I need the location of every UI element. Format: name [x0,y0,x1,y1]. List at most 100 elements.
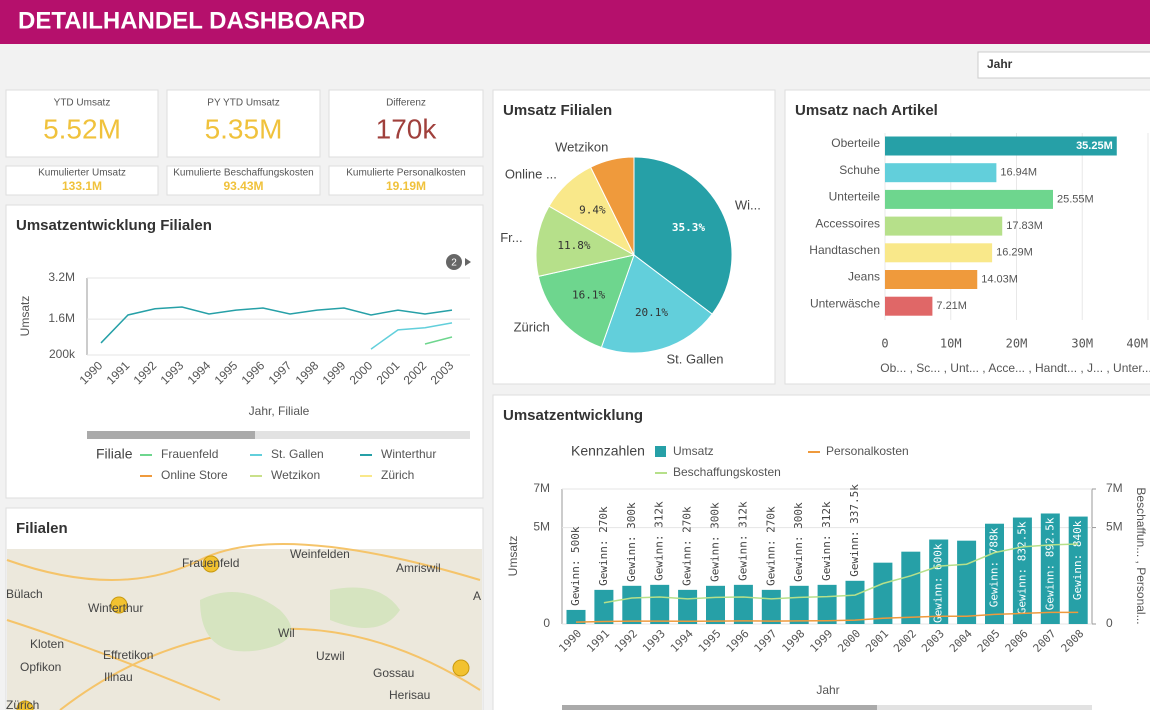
map-marker[interactable] [202,555,220,573]
legend-title: Filiale [96,446,133,462]
bar [929,539,949,624]
bar [885,296,933,316]
kpi-small-label: Kumulierte Personalkosten [346,168,466,179]
series-line [370,322,453,350]
map-place-label: Bülach [6,587,43,601]
legend-label: Umsatz [673,444,714,458]
y-tick-label: Oberteile [831,136,880,150]
map-forest [200,587,400,652]
y-tick-label: Unterwäsche [810,296,880,310]
bar-annotation: Gewinn: 500k [569,526,582,606]
x-axis-label: Jahr [816,683,839,697]
legend-label: Winterthur [381,447,436,461]
legend-label: Zürich [381,468,414,482]
legend-label: Online Store [161,468,228,482]
map-place-label: Winterthur [88,601,143,615]
legend-label: Personalkosten [826,444,909,458]
kpi-value: 170k [376,113,438,144]
kpi-label: Differenz [386,98,426,109]
bar-panel [784,89,1150,385]
slice-label: Wi... [735,198,761,213]
map-place-label: Amriswil [396,561,441,575]
legend-label: Beschaffungskosten [673,465,781,479]
slice-value-label: 35.3% [672,221,705,234]
x-axis-label: Ob... , Sc... , Unt... , Acce... , Handt… [880,361,1150,375]
bar [885,216,1003,236]
bar [1012,517,1032,624]
slice-label: Wetzikon [555,140,608,155]
slice-value-label: 11.8% [557,239,590,252]
slice-value-label: 20.1% [635,306,668,319]
scrollbar-track[interactable] [87,431,470,439]
scrollbar-thumb[interactable] [562,705,877,710]
bar [1040,513,1060,624]
map-place-label: Weinfelden [290,547,350,561]
bar-value-label: 14.03M [981,273,1018,285]
legend-title: Kennzahlen [571,443,645,459]
filter-label[interactable]: Jahr [987,57,1013,71]
bar [845,580,865,624]
bar [733,584,753,624]
map-marker[interactable] [110,596,128,614]
y-tick-label: Schuhe [839,163,880,177]
bar [622,585,642,624]
bar-value-label: 16.94M [1000,167,1037,179]
bar [594,589,614,624]
map-marker[interactable] [16,700,34,710]
scrollbar-thumb[interactable] [87,431,255,439]
kpi-small-value: 93.43M [223,179,263,193]
header-bar [0,0,1150,44]
map-marker[interactable] [452,659,470,677]
bar-annotation: Gewinn: 832.5k [1015,521,1028,614]
bar-annotation: Gewinn: 337.5k [848,484,861,577]
bar-annotation: Gewinn: 600k [932,543,945,623]
bar-value-label: 35.25M [1076,140,1113,152]
kpi-small-card [5,165,159,196]
badge-text: 2 [451,258,457,269]
bar-annotation: Gewinn: 300k [625,502,638,582]
legend-label: St. Gallen [271,447,324,461]
bar [817,584,837,624]
series-line [603,543,1079,604]
map-title: Filialen [16,520,68,537]
slice-label: Fr... [500,230,522,245]
map-place-label: Wil [278,626,295,640]
chart-title: Umsatz nach Artikel [795,102,938,119]
bar-annotation: Gewinn: 300k [792,502,805,582]
legend-label: Wetzikon [271,468,320,482]
map-place-label: Effretikon [103,648,153,662]
badge-arrow [465,258,471,266]
kpi-small-label: Kumulierte Beschaffungskosten [173,168,313,179]
bar-annotation: Gewinn: 300k [709,502,722,582]
map-place-label: Illnau [104,670,133,684]
map-place-label: Gossau [373,666,414,680]
bar [873,562,893,624]
bar [901,551,921,624]
y-tick-label: Handtaschen [809,243,880,257]
y-tick-label: Unterteile [829,190,881,204]
y2-axis-label: Beschaffun... , Personal... [1134,487,1148,624]
chart-title: Umsatz Filialen [503,102,612,119]
map-place-label: Herisau [389,688,430,702]
bar [885,163,997,183]
y-tick-label: 7M [533,481,550,495]
map-place-label: Zürich [6,698,39,710]
bar-annotation: Gewinn: 312k [736,501,749,581]
bar [650,584,670,624]
pie-slice [535,205,636,277]
x-tick-label: 0 [881,337,888,351]
bar [566,609,586,624]
bar-value-label: 25.55M [1057,193,1094,205]
y-axis-label: Umsatz [506,536,520,577]
bar-annotation: Gewinn: 892.5k [1043,517,1056,610]
line-panel [5,204,484,499]
bar-annotation: Gewinn: 840k [1071,520,1084,600]
bar [706,585,725,624]
year-filter[interactable] [977,51,1150,79]
kpi-small-card [328,165,484,196]
header-title: DETAILHANDEL DASHBOARD [18,7,365,34]
series-line [575,611,1079,623]
kpi-value: 5.35M [205,113,283,144]
pie-slice [633,156,733,315]
bar [957,540,977,624]
